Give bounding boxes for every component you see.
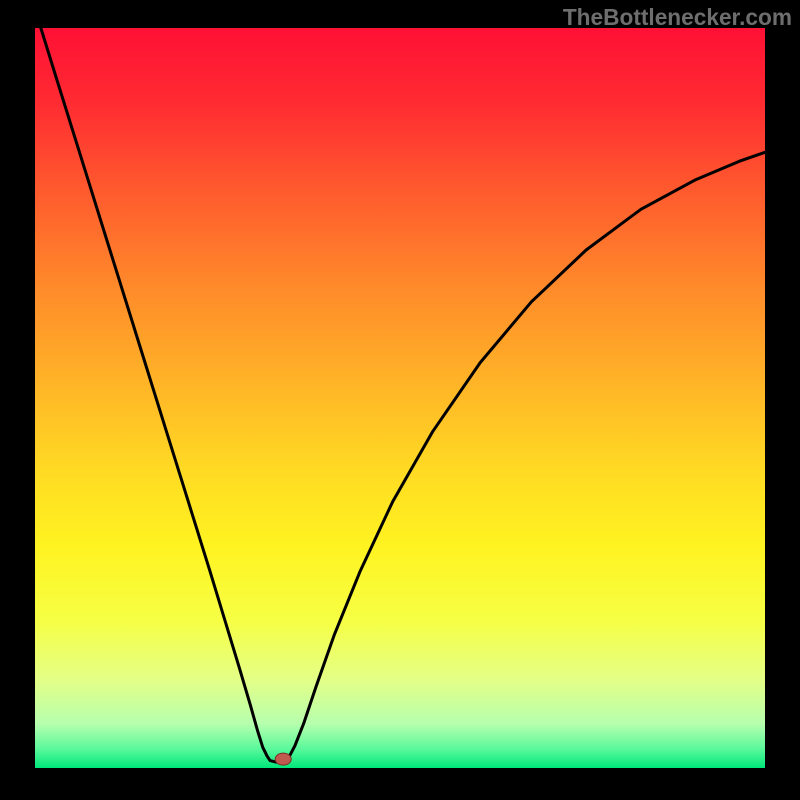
bottleneck-curve-chart — [0, 0, 800, 800]
gradient-background — [35, 28, 765, 768]
optimal-point-marker — [275, 753, 291, 765]
watermark-label: TheBottlenecker.com — [563, 4, 792, 31]
chart-container: { "meta": { "source_label": "TheBottlene… — [0, 0, 800, 800]
